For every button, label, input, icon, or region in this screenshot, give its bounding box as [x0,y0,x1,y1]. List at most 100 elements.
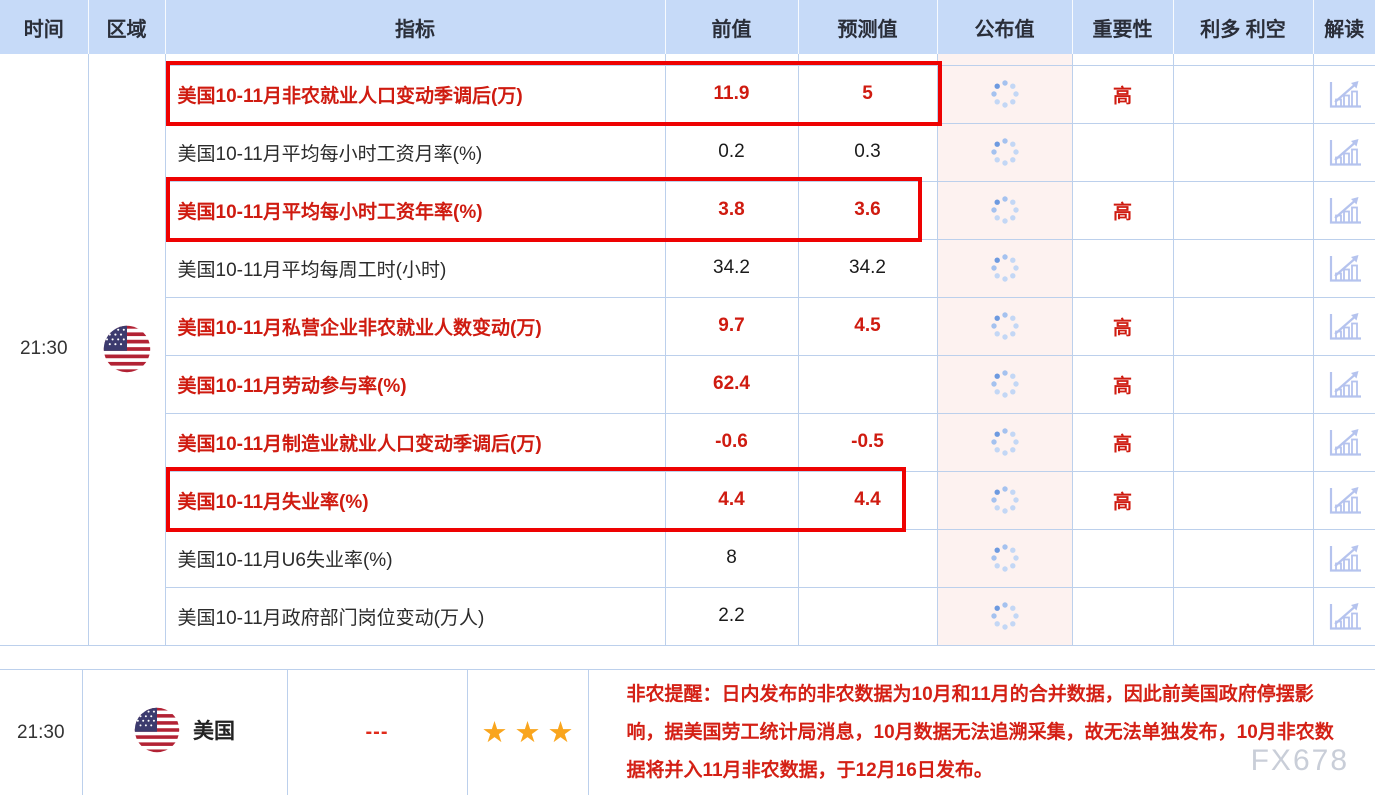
importance-badge [1071,238,1174,298]
importance-badge [1071,122,1174,182]
indicator-row: 美国10-11月平均每周工时(小时) 34.2 34.2 [0,238,1375,298]
partial-row-sliver: 21:30 [0,54,1375,646]
footer-reminder-table: 21:30 美国 --- ★★★ 非农提醒：日内发布的非农数据为10月和11月的… [0,668,1375,795]
bias-cell [1172,354,1314,414]
col-header-region: 区域 [88,0,166,54]
bias-cell [1172,122,1314,182]
published-value-cell [936,122,1073,182]
interpretation-cell [1312,296,1375,356]
previous-value: 9.7 [664,296,799,356]
loading-spinner-icon [988,425,1022,459]
indicator-name: 美国10-11月失业率(%) [165,470,666,530]
previous-value: 2.2 [664,586,799,646]
previous-value: 8 [664,528,799,588]
time-cell: 21:30 [0,54,89,646]
loading-spinner-icon [988,251,1022,285]
importance-badge: 高 [1071,180,1174,240]
forecast-value: 34.2 [797,238,938,298]
indicator-name: 美国10-11月U6失业率(%) [165,528,666,588]
bias-cell [1172,528,1314,588]
footer-row: 21:30 美国 --- ★★★ 非农提醒：日内发布的非农数据为10月和11月的… [0,668,1375,795]
previous-value: 3.8 [664,180,799,240]
previous-value: 4.4 [664,470,799,530]
loading-spinner-icon [988,483,1022,517]
footer-region-cell: 美国 [81,668,288,795]
importance-badge: 高 [1071,296,1174,356]
chart-icon[interactable] [1326,136,1363,169]
col-header-previous: 前值 [665,0,799,54]
loading-spinner-icon [988,135,1022,169]
importance-badge: 高 [1071,412,1174,472]
interpretation-cell [1312,180,1375,240]
chart-icon[interactable] [1326,484,1363,517]
published-value-cell [936,180,1073,240]
published-value-cell [936,528,1073,588]
footer-region-label: 美国 [193,720,235,744]
forecast-value: 3.6 [797,180,938,240]
interpretation-cell [1312,528,1375,588]
chart-icon[interactable] [1326,368,1363,401]
forecast-value: 0.3 [797,122,938,182]
bias-cell [1172,412,1314,472]
indicator-row: 美国10-11月平均每小时工资年率(%) 3.8 3.6 高 [0,180,1375,240]
col-header-time: 时间 [0,0,89,54]
interpretation-cell [1312,238,1375,298]
chart-icon[interactable] [1326,194,1363,227]
importance-badge [1071,586,1174,646]
bias-cell [1172,296,1314,356]
star-icon: ★★★ [466,668,589,795]
time-label: 21:30 [19,338,68,360]
us-flag-icon [103,325,151,373]
interpretation-cell [1312,586,1375,646]
indicator-row: 美国10-11月劳动参与率(%) 62.4 高 [0,354,1375,414]
table-header-row: 时间 区域 指标 前值 预测值 公布值 重要性 利多 利空 解读 [0,0,1375,54]
importance-badge: 高 [1071,64,1174,124]
forecast-value [797,586,938,646]
interpretation-cell [1312,122,1375,182]
indicator-row: 美国10-11月平均每小时工资月率(%) 0.2 0.3 [0,122,1375,182]
published-value-cell [936,64,1073,124]
published-value-cell [936,586,1073,646]
forecast-value [797,354,938,414]
chart-icon[interactable] [1326,542,1363,575]
economic-calendar-table: 时间 区域 指标 前值 预测值 公布值 重要性 利多 利空 解读 21:30 美… [0,0,1375,646]
chart-icon[interactable] [1326,252,1363,285]
chart-icon[interactable] [1326,310,1363,343]
col-header-indicator: 指标 [165,0,666,54]
section-divider [0,645,1375,669]
published-value-cell [936,296,1073,356]
bias-cell [1172,238,1314,298]
indicator-name: 美国10-11月私营企业非农就业人数变动(万) [165,296,666,356]
fx678-watermark: FX678 [1250,744,1349,777]
chart-icon[interactable] [1326,600,1363,633]
col-header-published: 公布值 [937,0,1073,54]
previous-value: -0.6 [664,412,799,472]
chart-icon[interactable] [1326,426,1363,459]
nonfarm-reminder-note: 非农提醒：日内发布的非农数据为10月和11月的合并数据，因此前美国政府停摆影响，… [626,683,1334,781]
loading-spinner-icon [988,193,1022,227]
published-value-cell [936,470,1073,530]
importance-badge [1071,528,1174,588]
col-header-importance: 重要性 [1072,0,1174,54]
previous-value: 34.2 [664,238,799,298]
importance-badge: 高 [1071,354,1174,414]
indicator-name: 美国10-11月平均每小时工资年率(%) [165,180,666,240]
interpretation-cell [1312,64,1375,124]
interpretation-cell [1312,470,1375,530]
published-value-cell [936,238,1073,298]
bias-cell [1172,180,1314,240]
loading-spinner-icon [988,541,1022,575]
published-value-cell [936,412,1073,472]
forecast-value: -0.5 [797,412,938,472]
col-header-bias: 利多 利空 [1173,0,1314,54]
interpretation-cell [1312,412,1375,472]
published-value-cell [936,354,1073,414]
bias-cell [1172,470,1314,530]
indicator-name: 美国10-11月平均每周工时(小时) [165,238,666,298]
previous-value: 62.4 [664,354,799,414]
indicator-row: 美国10-11月非农就业人口变动季调后(万) 11.9 5 高 [0,64,1375,124]
chart-icon[interactable] [1326,78,1363,111]
indicator-row: 美国10-11月失业率(%) 4.4 4.4 高 [0,470,1375,530]
loading-spinner-icon [988,77,1022,111]
indicator-name: 美国10-11月非农就业人口变动季调后(万) [165,64,666,124]
